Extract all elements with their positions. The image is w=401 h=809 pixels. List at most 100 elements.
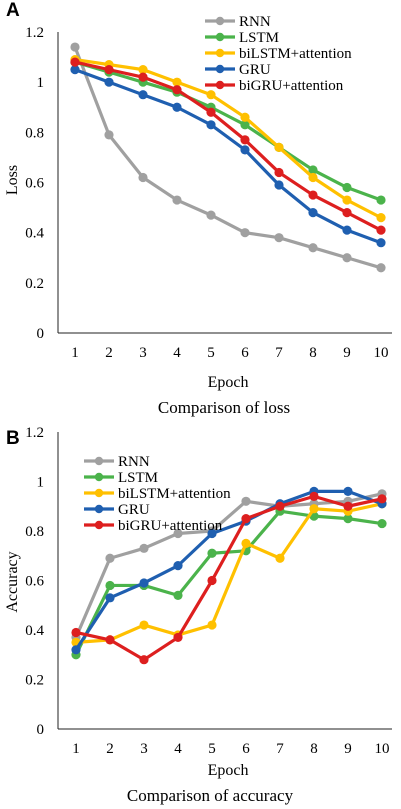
data-point [308, 165, 318, 175]
legend-swatch-marker [94, 520, 104, 530]
x-tick-label: 10 [375, 741, 390, 757]
x-tick-label: 8 [310, 741, 318, 757]
data-point [207, 528, 217, 539]
x-axis-label: Epoch [208, 374, 249, 391]
x-tick-label: 4 [174, 741, 182, 757]
panel-label: A [6, 0, 20, 21]
legend-swatch-marker [94, 504, 104, 514]
data-point [105, 635, 115, 645]
data-point [104, 130, 114, 140]
data-point [376, 238, 386, 248]
y-tick-label: 0.8 [25, 524, 44, 540]
legend-entry-label: RNN [118, 454, 150, 470]
legend-entry-label: LSTM [239, 30, 279, 46]
legend-entry-label: biLSTM+attention [239, 46, 352, 62]
legend-swatch-marker [215, 64, 225, 74]
data-point [342, 225, 352, 235]
data-point [376, 195, 386, 205]
legend-swatch-marker [215, 16, 225, 26]
data-point [207, 575, 217, 586]
data-point [343, 514, 353, 524]
data-point [274, 142, 284, 152]
data-point [173, 561, 183, 571]
data-point [241, 538, 251, 548]
series-line [73, 46, 382, 270]
data-point [70, 42, 80, 52]
data-point [172, 77, 182, 87]
legend-swatch-marker [215, 48, 225, 58]
data-point [240, 228, 250, 238]
data-point [173, 590, 183, 600]
series-line [74, 68, 382, 245]
data-point [376, 225, 386, 235]
data-point [275, 501, 285, 511]
legend-entry-label: biLSTM+attention [118, 486, 231, 502]
series-line [75, 494, 383, 662]
y-axis-label: Loss [4, 165, 21, 195]
y-tick-label: 0 [37, 326, 45, 342]
legend-entry-label: GRU [118, 502, 150, 518]
loss-chart-panel: A 0 0.2 0.4 0.6 0.8 1 1.2 1 2 3 4 5 6 7 8 9 10 Loss Epoch Co… [4, 0, 392, 417]
y-tick-label: 1.2 [25, 425, 44, 441]
series-line [74, 60, 382, 232]
data-point [241, 514, 251, 524]
data-point [342, 195, 352, 205]
panel-label: B [6, 428, 20, 449]
x-tick-label: 5 [208, 741, 216, 757]
x-tick-label: 3 [140, 741, 148, 757]
data-point [342, 253, 352, 263]
data-point [240, 145, 250, 155]
y-tick-label: 0.2 [25, 276, 44, 292]
data-point [376, 263, 386, 273]
data-point [274, 167, 284, 178]
y-tick-label: 0 [37, 722, 45, 738]
x-tick-label: 3 [139, 345, 147, 361]
series-gru [70, 65, 386, 248]
data-point [241, 496, 251, 506]
legend-swatch-marker [94, 488, 104, 498]
data-point [105, 593, 115, 603]
data-point [139, 620, 149, 630]
y-axis-label: Accuracy [4, 551, 21, 612]
x-tick-label: 8 [309, 345, 317, 361]
series-rnn [70, 42, 386, 273]
data-point [206, 107, 216, 117]
data-point [308, 190, 318, 200]
y-tick-label: 0.4 [25, 226, 44, 242]
accuracy-chart-panel: B 0 0.2 0.4 0.6 0.8 1 1.2 1 2 3 4 5 6 7 8 9 10 Accuracy Epo… [4, 425, 392, 805]
legend-entry-label: GRU [239, 62, 271, 78]
legend-swatch-marker [94, 472, 104, 482]
data-point [376, 213, 386, 223]
legend-entry-label: biGRU+attention [239, 78, 344, 94]
x-tick-label: 7 [276, 741, 284, 757]
data-point [206, 120, 216, 130]
data-point [207, 548, 217, 558]
data-point [172, 195, 182, 205]
data-point [138, 172, 148, 183]
data-point [172, 85, 182, 95]
data-point [105, 580, 115, 591]
x-tick-label: 2 [105, 345, 113, 361]
data-point [105, 553, 115, 563]
data-point [172, 102, 182, 112]
data-point [173, 632, 183, 643]
data-point [71, 645, 81, 655]
series-line [75, 502, 383, 644]
x-tick-label: 9 [344, 741, 352, 757]
x-tick-label: 6 [242, 741, 250, 757]
data-point [139, 543, 149, 553]
chart-caption: Comparison of loss [158, 398, 290, 417]
x-tick-label: 5 [207, 345, 215, 361]
y-tick-label: 0.2 [25, 673, 44, 689]
y-tick-label: 0.6 [25, 574, 44, 590]
data-point [343, 486, 353, 496]
data-point [308, 172, 318, 183]
series-line [74, 60, 382, 202]
data-point [309, 504, 319, 514]
y-tick-label: 0.4 [25, 623, 44, 639]
series-line [74, 58, 382, 220]
legend-swatch-marker [215, 80, 225, 90]
chart-caption: Comparison of accuracy [127, 786, 294, 805]
x-tick-label: 7 [275, 345, 283, 361]
